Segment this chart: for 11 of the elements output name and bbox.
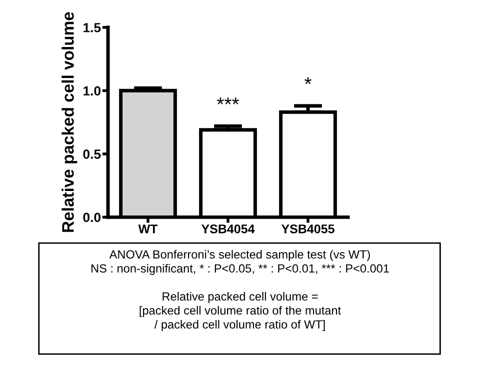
x-tick-label: YSB4055 — [281, 224, 334, 234]
y-tick-label: 1.5 — [84, 23, 101, 32]
y-tick-label: 0.0 — [83, 212, 101, 222]
x-tick-label: YSB4054 — [201, 224, 255, 234]
y-axis-title: Relative packed cell volume — [62, 12, 78, 232]
y-tick-label: 1.0 — [84, 86, 101, 96]
text: ANOVA Bonferroni’s selected sample test (vs WT) NS : non-significant, * : P<0.05, ** : P<0.01, *** : P<0.001 Relative packed cell volume = [packed cell volume ratio of the mutant / packed cell volume ratio of WT] — [92, 250, 389, 331]
annotation: * — [304, 77, 312, 84]
y-tick-label: 0.5 — [83, 149, 101, 159]
annotation: *** — [216, 98, 240, 104]
x-tick-label: WT — [138, 224, 158, 234]
